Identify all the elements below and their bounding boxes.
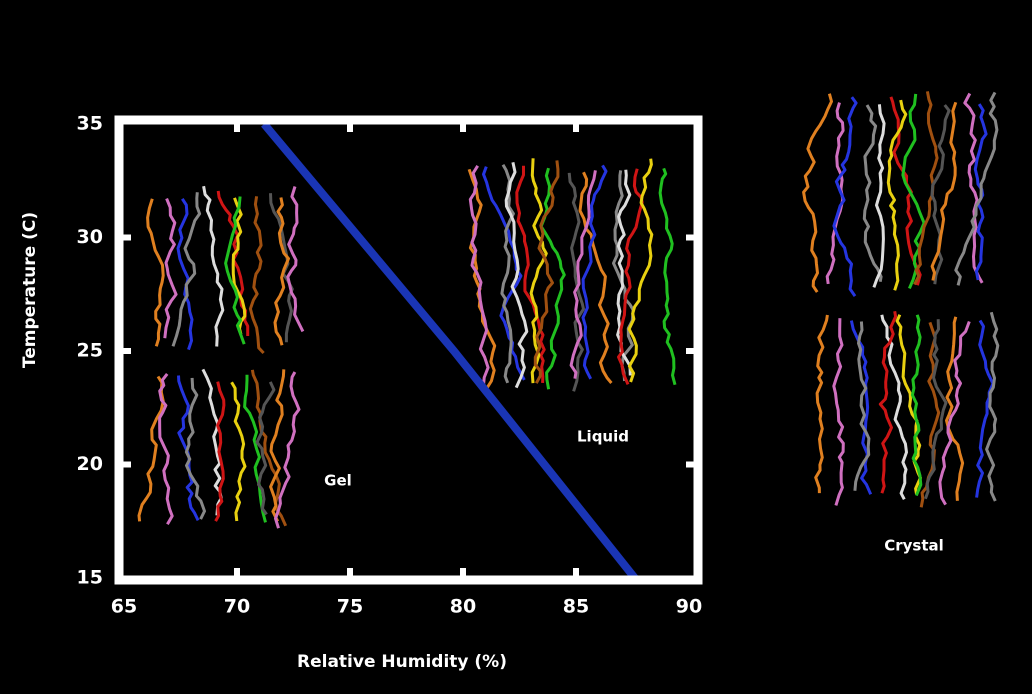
molecule bbox=[248, 196, 265, 355]
molecule bbox=[567, 172, 585, 392]
molecule bbox=[230, 381, 247, 522]
x-tick-label: 85 bbox=[563, 596, 589, 618]
y-tick-label: 15 bbox=[77, 567, 103, 589]
x-tick-label: 80 bbox=[450, 596, 476, 618]
phase-boundary bbox=[261, 124, 638, 576]
molecule bbox=[849, 320, 873, 495]
molecule bbox=[853, 321, 871, 491]
molecule bbox=[578, 171, 613, 384]
molecule bbox=[214, 381, 226, 522]
molecule bbox=[250, 369, 288, 527]
molecule bbox=[243, 374, 267, 523]
plot-area bbox=[261, 124, 638, 576]
axes: 65 70 75 80 85 90 15 20 25 30 35 bbox=[77, 113, 703, 618]
molecule bbox=[923, 319, 948, 500]
molecule bbox=[468, 165, 490, 385]
molecule bbox=[832, 318, 845, 506]
annotation: Liquid bbox=[577, 428, 629, 446]
molecule bbox=[184, 377, 206, 520]
x-tick-label: 65 bbox=[111, 596, 137, 618]
molecule-art bbox=[137, 91, 1000, 529]
molecule bbox=[832, 96, 858, 297]
molecule bbox=[504, 161, 529, 389]
molecule bbox=[945, 316, 965, 501]
molecule bbox=[224, 196, 246, 345]
x-axis-label: Relative Humidity (%) bbox=[297, 652, 507, 672]
y-axis-label: Temperature (C) bbox=[20, 212, 40, 368]
molecule bbox=[878, 310, 898, 494]
y-tick-label: 30 bbox=[77, 226, 103, 248]
molecule bbox=[802, 93, 833, 293]
molecule bbox=[930, 101, 958, 281]
molecule bbox=[467, 168, 497, 390]
molecule bbox=[872, 104, 886, 288]
molecule bbox=[146, 198, 165, 347]
molecule bbox=[938, 320, 971, 506]
molecule bbox=[286, 186, 305, 333]
x-tick-label: 75 bbox=[337, 596, 363, 618]
molecule bbox=[814, 314, 829, 494]
molecule bbox=[274, 371, 301, 529]
x-tick-label: 70 bbox=[224, 596, 250, 618]
molecule bbox=[901, 93, 926, 289]
molecule bbox=[255, 381, 276, 516]
molecule bbox=[985, 311, 1000, 502]
molecule bbox=[163, 198, 178, 339]
molecule bbox=[581, 164, 608, 380]
y-tick-label: 25 bbox=[77, 340, 103, 362]
y-tick-label: 20 bbox=[77, 453, 103, 475]
molecule bbox=[500, 164, 515, 384]
molecule bbox=[176, 197, 194, 351]
annotation: Crystal bbox=[884, 537, 944, 555]
molecule bbox=[269, 369, 286, 522]
molecule bbox=[910, 314, 923, 497]
molecule bbox=[975, 319, 995, 498]
molecule bbox=[158, 372, 174, 526]
molecule bbox=[954, 91, 999, 286]
y-tick-label: 35 bbox=[77, 113, 103, 135]
molecule bbox=[963, 92, 984, 284]
molecule bbox=[880, 314, 908, 500]
molecule bbox=[569, 170, 597, 379]
molecule bbox=[658, 167, 677, 386]
molecule bbox=[273, 197, 290, 346]
molecule bbox=[171, 192, 202, 347]
molecule bbox=[627, 158, 654, 383]
molecule bbox=[539, 167, 566, 390]
molecule bbox=[515, 165, 546, 383]
molecule bbox=[862, 104, 883, 283]
molecule bbox=[930, 104, 951, 285]
molecule bbox=[529, 158, 548, 384]
annotation: Gel bbox=[324, 472, 352, 490]
x-tick-label: 90 bbox=[676, 596, 702, 618]
molecule bbox=[886, 99, 908, 291]
molecule bbox=[231, 197, 247, 335]
molecule bbox=[533, 160, 560, 384]
molecule bbox=[202, 185, 225, 347]
